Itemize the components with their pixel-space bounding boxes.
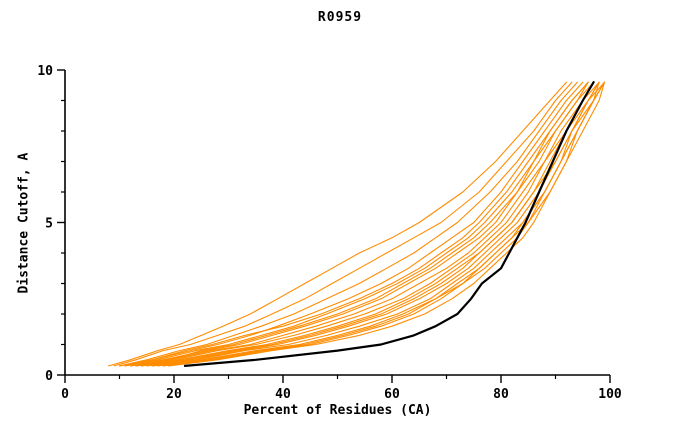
x-tick-label: 0 — [61, 387, 69, 402]
axis-tick-labels: 0 20 40 60 80 100 0 5 10 — [37, 64, 622, 402]
chart-title: R0959 — [317, 10, 363, 25]
x-tick-label: 20 — [166, 387, 182, 402]
model-18 — [151, 81, 600, 367]
model-09 — [140, 81, 600, 367]
axis-ticks — [57, 69, 611, 383]
model-15 — [124, 81, 589, 367]
data-series — [108, 81, 606, 367]
x-tick-label: 100 — [598, 387, 622, 402]
model-16 — [135, 81, 589, 367]
model-17 — [140, 81, 600, 367]
model-14 — [168, 81, 606, 367]
model-03 — [118, 81, 578, 367]
model-13 — [162, 81, 606, 367]
reference-curve — [183, 81, 595, 367]
y-tick-label: 5 — [45, 217, 53, 232]
model-12 — [157, 81, 606, 367]
model-01 — [108, 81, 567, 367]
model-04 — [118, 81, 584, 367]
x-tick-label: 60 — [384, 387, 400, 402]
model-06 — [129, 81, 595, 367]
model-02 — [113, 81, 573, 367]
x-axis-label: Percent of Residues (CA) — [243, 403, 432, 418]
model-08 — [135, 81, 600, 367]
model-10 — [146, 81, 606, 367]
model-05 — [124, 81, 589, 367]
x-tick-label: 40 — [275, 387, 291, 402]
model-07 — [129, 81, 595, 367]
y-tick-label: 10 — [37, 64, 53, 79]
x-tick-label: 80 — [493, 387, 509, 402]
y-tick-label: 0 — [45, 369, 53, 384]
model-11 — [151, 81, 606, 367]
